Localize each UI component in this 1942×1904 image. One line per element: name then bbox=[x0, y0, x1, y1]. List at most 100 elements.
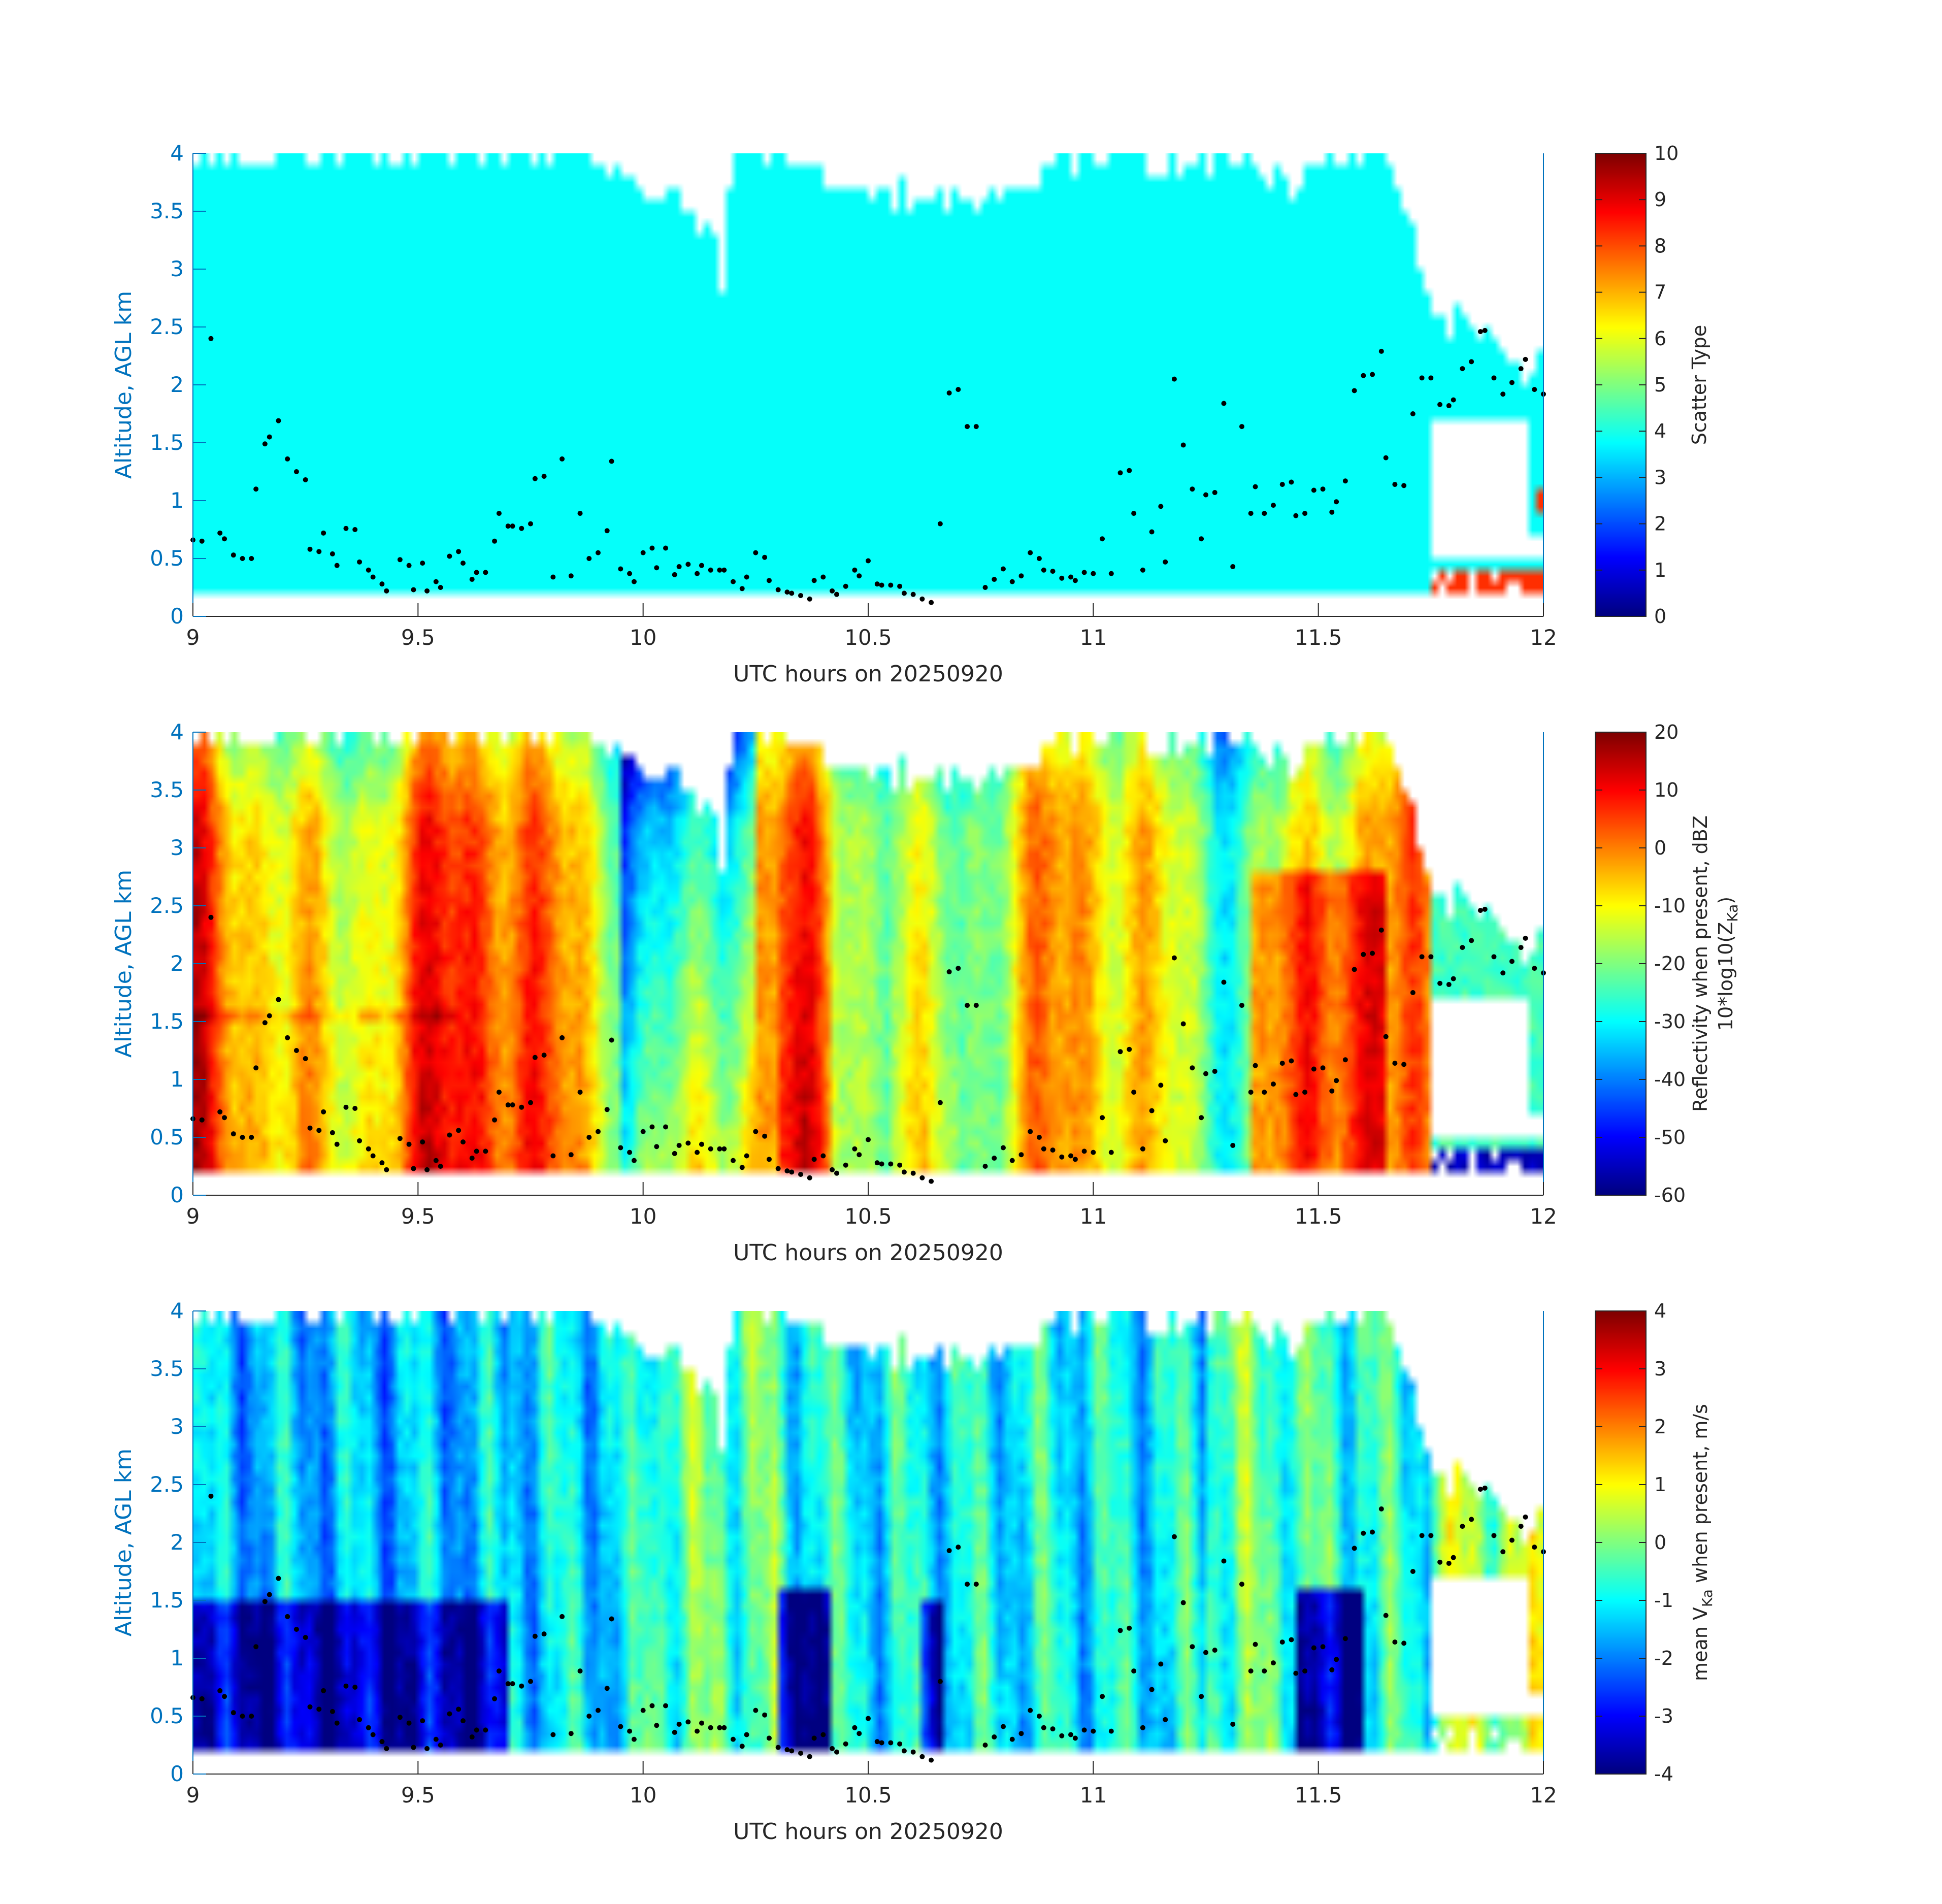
lidar-base-point bbox=[739, 586, 745, 592]
lidar-base-point bbox=[1410, 1569, 1416, 1574]
lidar-base-point bbox=[1352, 1546, 1357, 1551]
lidar-base-point bbox=[695, 1150, 700, 1155]
velocity-x-axis-label: UTC hours on 20250920 bbox=[733, 1819, 1003, 1845]
lidar-base-point bbox=[830, 1746, 835, 1751]
lidar-base-point bbox=[1050, 569, 1056, 574]
lidar-base-point bbox=[992, 1734, 997, 1740]
lidar-base-point bbox=[1131, 511, 1137, 516]
lidar-base-points-3 bbox=[190, 1485, 1546, 1763]
lidar-base-point bbox=[753, 1708, 759, 1713]
lidar-base-point bbox=[1072, 578, 1078, 583]
lidar-base-point bbox=[1378, 1506, 1384, 1512]
lidar-base-point bbox=[253, 1644, 259, 1650]
lidar-base-point bbox=[1140, 567, 1145, 573]
lidar-base-point bbox=[663, 545, 668, 551]
reflectivity-colorbar-ticks: -60 -50 -40 -30 -20 -10 0 10 20 bbox=[1595, 721, 1686, 1206]
reflectivity-colorbar bbox=[1595, 732, 1646, 1195]
lidar-base-point bbox=[321, 1109, 326, 1114]
lidar-base-point bbox=[640, 550, 646, 555]
lidar-base-point bbox=[424, 1167, 430, 1172]
lidar-base-point bbox=[1050, 1726, 1056, 1732]
lidar-base-point bbox=[640, 1708, 646, 1713]
lidar-base-point bbox=[456, 549, 462, 554]
colorbar-tick-label: -4 bbox=[1654, 1763, 1673, 1785]
velocity-colorbar-label: mean VKa when present, m/s bbox=[1689, 1404, 1716, 1681]
x-tick-label: 10.5 bbox=[844, 1204, 892, 1229]
lidar-base-point bbox=[447, 553, 452, 559]
lidar-base-point bbox=[1383, 455, 1389, 461]
lidar-base-point bbox=[910, 1749, 916, 1755]
lidar-base-point bbox=[330, 1709, 335, 1714]
lidar-base-point bbox=[1199, 1115, 1204, 1121]
lidar-base-point bbox=[929, 1757, 934, 1763]
lidar-base-point bbox=[609, 1037, 614, 1043]
lidar-base-point bbox=[1131, 1668, 1137, 1674]
lidar-base-point bbox=[1311, 1066, 1316, 1072]
lidar-base-point bbox=[541, 1053, 547, 1058]
lidar-base-point bbox=[627, 1150, 633, 1155]
lidar-base-point bbox=[775, 1745, 781, 1750]
lidar-base-point bbox=[1203, 492, 1208, 498]
lidar-base-point bbox=[1279, 482, 1285, 487]
lidar-base-point bbox=[604, 1107, 610, 1112]
lidar-base-point bbox=[1163, 559, 1168, 565]
y-tick-label: 0 bbox=[170, 1183, 184, 1207]
lidar-base-point bbox=[1469, 1517, 1474, 1522]
y-tick-label: 3.5 bbox=[150, 1356, 184, 1381]
lidar-base-point bbox=[334, 1141, 340, 1147]
velocity-y-axis-label: Altitude, AGL km bbox=[111, 1449, 137, 1636]
lidar-base-point bbox=[217, 1688, 223, 1693]
lidar-base-point bbox=[1221, 979, 1227, 985]
lidar-base-point bbox=[820, 1153, 826, 1159]
lidar-base-point bbox=[1028, 1129, 1033, 1134]
lidar-base-point bbox=[199, 1117, 205, 1123]
lidar-base-point bbox=[1334, 499, 1339, 505]
lidar-base-point bbox=[577, 511, 583, 516]
lidar-base-point bbox=[1500, 970, 1506, 976]
lidar-base-point bbox=[483, 1148, 488, 1154]
lidar-base-point bbox=[879, 582, 884, 588]
y-tick-label: 4 bbox=[170, 141, 184, 166]
lidar-base-point bbox=[1163, 1138, 1168, 1143]
x-tick-label: 12 bbox=[1530, 625, 1557, 650]
lidar-base-point bbox=[843, 1741, 848, 1747]
lidar-base-point bbox=[631, 1158, 637, 1163]
lidar-base-point bbox=[1271, 503, 1276, 508]
x-tick-label: 10 bbox=[630, 1783, 656, 1808]
lidar-base-point bbox=[1460, 366, 1465, 372]
y-tick-label: 4 bbox=[170, 1298, 184, 1323]
lidar-base-point bbox=[316, 1128, 322, 1133]
lidar-base-point bbox=[267, 1013, 272, 1019]
lidar-base-point bbox=[1239, 1003, 1244, 1008]
lidar-base-point bbox=[852, 1146, 858, 1152]
lidar-base-point bbox=[1091, 1150, 1096, 1155]
lidar-base-point bbox=[1068, 1732, 1073, 1737]
lidar-base-point bbox=[739, 1744, 745, 1749]
lidar-base-point bbox=[1509, 959, 1515, 964]
lidar-base-point bbox=[721, 567, 727, 573]
colorbar-tick-label: 3 bbox=[1654, 466, 1666, 488]
lidar-base-point bbox=[695, 1728, 700, 1734]
lidar-base-point bbox=[1446, 1561, 1452, 1566]
lidar-base-point bbox=[1041, 1725, 1046, 1730]
y-tick-label: 2 bbox=[170, 1530, 184, 1555]
lidar-base-point bbox=[492, 538, 498, 544]
lidar-base-point bbox=[1158, 504, 1164, 509]
lidar-base-point bbox=[276, 418, 281, 423]
colorbar-tick-label: 0 bbox=[1654, 1531, 1666, 1554]
lidar-base-point bbox=[1352, 967, 1357, 972]
lidar-base-point bbox=[1477, 1487, 1483, 1492]
y-tick-label: 2 bbox=[170, 372, 184, 397]
lidar-base-point bbox=[1352, 388, 1357, 393]
lidar-base-point bbox=[596, 1708, 601, 1713]
lidar-base-point bbox=[541, 474, 547, 479]
lidar-base-point bbox=[343, 1683, 349, 1689]
lidar-base-point bbox=[992, 1156, 997, 1161]
lidar-base-point bbox=[469, 577, 475, 582]
lidar-base-point bbox=[654, 565, 660, 571]
lidar-base-point bbox=[820, 574, 826, 580]
lidar-base-point bbox=[973, 1003, 979, 1008]
lidar-base-point bbox=[505, 1681, 511, 1687]
lidar-base-point bbox=[420, 561, 425, 566]
